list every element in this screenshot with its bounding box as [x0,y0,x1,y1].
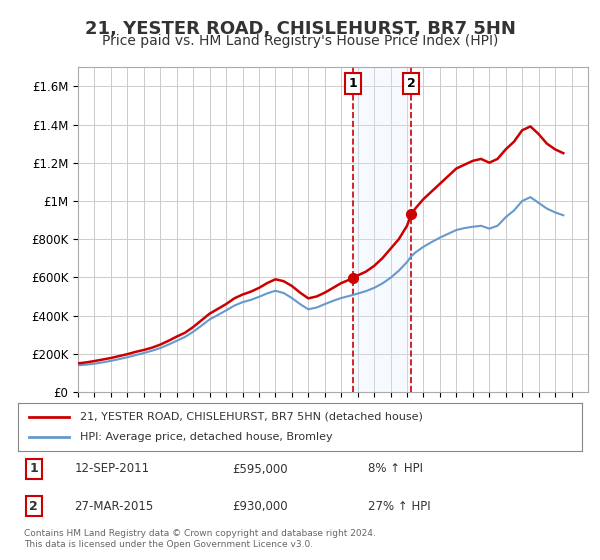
Text: 1: 1 [349,77,357,90]
Text: £930,000: £930,000 [232,500,288,512]
Text: 21, YESTER ROAD, CHISLEHURST, BR7 5HN: 21, YESTER ROAD, CHISLEHURST, BR7 5HN [85,20,515,38]
Text: 2: 2 [407,77,416,90]
Text: 12-SEP-2011: 12-SEP-2011 [74,463,149,475]
Text: Price paid vs. HM Land Registry's House Price Index (HPI): Price paid vs. HM Land Registry's House … [102,34,498,48]
Text: 2: 2 [29,500,38,512]
Text: HPI: Average price, detached house, Bromley: HPI: Average price, detached house, Brom… [80,432,332,442]
Text: 27-MAR-2015: 27-MAR-2015 [74,500,154,512]
Text: 21, YESTER ROAD, CHISLEHURST, BR7 5HN (detached house): 21, YESTER ROAD, CHISLEHURST, BR7 5HN (d… [80,412,423,422]
Text: 8% ↑ HPI: 8% ↑ HPI [368,463,422,475]
Text: £595,000: £595,000 [232,463,288,475]
Bar [353,67,411,392]
Text: Contains HM Land Registry data © Crown copyright and database right 2024.
This d: Contains HM Land Registry data © Crown c… [24,529,376,549]
Text: 1: 1 [29,463,38,475]
Text: 27% ↑ HPI: 27% ↑ HPI [368,500,430,512]
